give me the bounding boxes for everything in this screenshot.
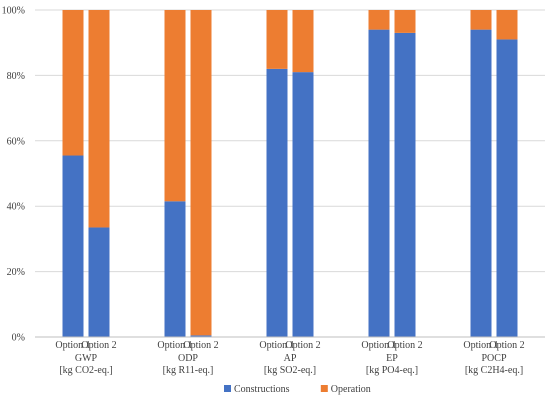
- y-tick-label: 20%: [7, 267, 25, 278]
- bar-operation: [394, 10, 416, 33]
- gridlines: [35, 9, 545, 273]
- x-group-label: POCP: [481, 353, 506, 364]
- bar-operation: [62, 10, 84, 156]
- bars: [62, 10, 518, 338]
- x-group-unit-label: [kg C2H4-eq.]: [465, 365, 523, 376]
- x-group-unit-label: [kg R11-eq.]: [163, 365, 214, 376]
- x-group-label: AP: [284, 353, 297, 364]
- x-category-label: Option 1: [157, 340, 192, 351]
- x-group-unit-label: [kg CO2-eq.]: [59, 365, 112, 376]
- y-tick-label: 0%: [12, 333, 25, 344]
- x-group-label: ODP: [178, 353, 198, 364]
- legend-label-0: Constructions: [234, 384, 290, 395]
- bar-operation: [496, 10, 518, 40]
- legend-swatch-0: [224, 385, 231, 392]
- bar-operation: [266, 10, 288, 69]
- x-category-label: Option 1: [259, 340, 294, 351]
- bar-constructions: [88, 227, 110, 337]
- bar-operation: [190, 10, 212, 336]
- bar-operation: [88, 10, 110, 228]
- bar-operation: [470, 10, 492, 30]
- bar-operation: [164, 10, 186, 202]
- y-tick-label: 80%: [7, 71, 25, 82]
- x-category-label: Option 2: [489, 340, 524, 351]
- x-category-label: Option 2: [81, 340, 116, 351]
- bar-constructions: [62, 155, 84, 337]
- x-group-unit-label: [kg PO4-eq.]: [366, 365, 418, 376]
- x-category-label: Option 2: [285, 340, 320, 351]
- bar-constructions: [292, 72, 314, 337]
- x-category-label: Option 2: [183, 340, 218, 351]
- x-category-label: Option 1: [361, 340, 396, 351]
- bar-constructions: [496, 39, 518, 338]
- bar-operation: [292, 10, 314, 73]
- x-group-label: EP: [386, 353, 398, 364]
- legend-swatch-1: [320, 385, 328, 392]
- x-category-label: Option 1: [463, 340, 498, 351]
- x-category-label: Option 2: [387, 340, 422, 351]
- y-tick-label: 40%: [7, 202, 25, 213]
- bar-operation: [368, 10, 390, 30]
- bar-constructions: [394, 32, 416, 337]
- bar-constructions: [266, 68, 288, 338]
- y-tick-label: 100%: [2, 6, 25, 17]
- bar-constructions: [190, 335, 212, 337]
- bar-constructions: [368, 29, 390, 338]
- x-group-label: GWP: [75, 353, 98, 364]
- legend: Constructions Operation: [224, 384, 371, 395]
- x-category-label: Option 1: [55, 340, 90, 351]
- bar-constructions: [470, 29, 492, 338]
- y-tick-label: 60%: [7, 136, 25, 147]
- x-group-unit-label: [kg SO2-eq.]: [264, 365, 316, 376]
- bar-constructions: [164, 201, 186, 337]
- legend-label-1: Operation: [331, 384, 371, 395]
